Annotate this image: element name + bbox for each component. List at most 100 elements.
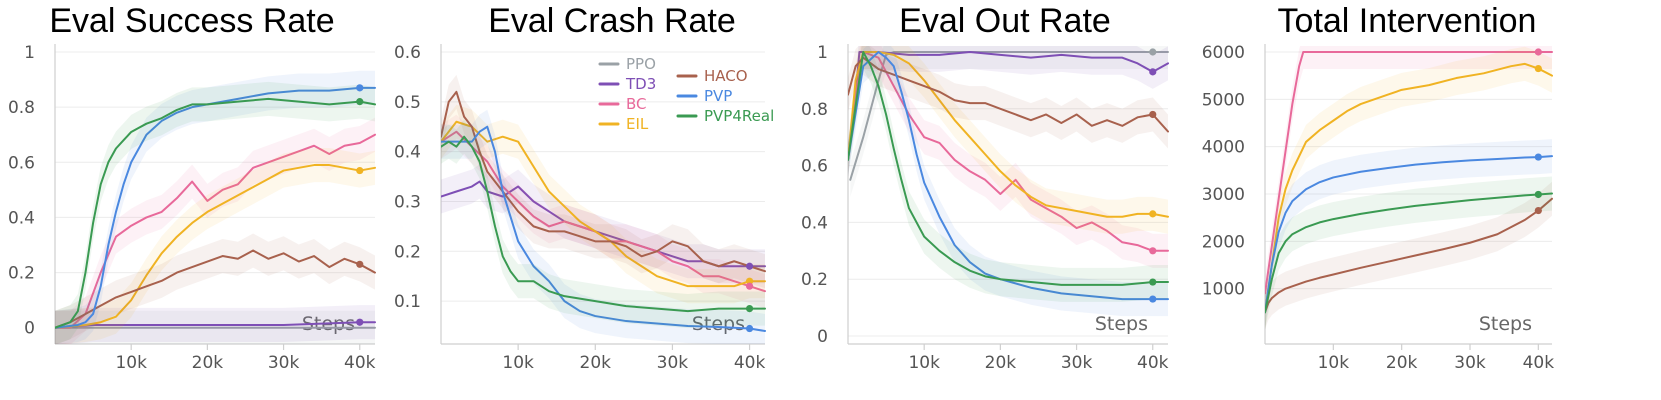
chart-eval-success-rate: Eval Success Rate 0 0.2 0.4 0.6 0.8 1 10k 20k 30k…	[8, 2, 376, 373]
series-line-haco	[1265, 197, 1553, 314]
x-tick-label: 20k	[580, 353, 612, 373]
end-marker-td3	[745, 262, 754, 270]
end-marker-pvp	[1149, 295, 1157, 303]
x-axis-label: Steps	[1095, 313, 1148, 335]
series-line-bc	[1265, 51, 1553, 295]
end-marker-haco	[1149, 110, 1157, 119]
chart-title: Eval Out Rate	[899, 2, 1111, 40]
x-tick-label: 20k	[192, 353, 224, 373]
series-group	[441, 74, 766, 344]
end-marker-haco	[1534, 206, 1542, 215]
end-marker-td3	[356, 318, 364, 326]
chart-eval-crash-rate: Eval Crash Rate 0.1 0.2 0.3 0.4 0.5 0.6 10k 20k 3…	[394, 2, 766, 373]
y-tick-label: 2000	[1202, 232, 1245, 252]
y-tick-label: 5000	[1202, 90, 1245, 110]
y-tick-label: 1	[817, 43, 828, 63]
series-band-eil	[441, 104, 765, 304]
series-band-td3	[441, 164, 765, 284]
series-line-pvp4real	[55, 97, 376, 329]
x-tick-label: 10k	[908, 353, 940, 373]
series-line-eil	[441, 120, 766, 288]
end-marker-pvp4real	[356, 98, 364, 106]
legend-item-pvp: PVP	[676, 87, 732, 105]
legend-label: TD3	[625, 75, 656, 93]
series-band-pvp4real	[55, 81, 375, 344]
end-marker-pvp4real	[745, 304, 754, 313]
y-tick-label: 0	[817, 327, 828, 347]
x-tick-label: 10k	[1318, 353, 1350, 373]
x-tick-label: 20k	[1386, 353, 1418, 373]
y-tick-label: 1000	[1202, 280, 1245, 300]
end-marker-pvp	[1534, 153, 1542, 161]
end-marker-pvp4real	[1149, 278, 1157, 286]
end-marker-eil	[745, 277, 754, 285]
y-tick-label: 0.3	[394, 192, 421, 212]
end-marker-bc	[745, 282, 754, 290]
y-tick-label: 0.4	[394, 143, 421, 163]
end-marker-haco	[356, 260, 364, 268]
legend-label: PVP	[704, 87, 732, 105]
end-marker-eil	[356, 166, 364, 175]
series-band-bc	[441, 114, 765, 309]
y-tick-label: 0.2	[8, 264, 35, 284]
x-tick-label: 30k	[1061, 353, 1093, 373]
legend-item-ppo: PPO	[598, 55, 656, 73]
series-band-haco	[441, 74, 765, 289]
x-tick-label: 10k	[502, 353, 534, 373]
legend-label: PVP4Real	[704, 107, 774, 125]
legend-item-bc: BC	[598, 95, 647, 113]
series-line-ppo	[849, 51, 1169, 181]
legend-item-eil: EIL	[598, 115, 649, 133]
end-marker-eil	[1534, 64, 1542, 73]
series-band-haco	[55, 233, 375, 344]
end-marker-eil	[1149, 210, 1157, 218]
x-tick-label: 20k	[985, 353, 1017, 373]
y-tick-label: 0.4	[8, 208, 35, 228]
chart-title: Total Intervention	[1278, 2, 1537, 40]
y-tick-label: 0.8	[801, 100, 828, 120]
series-group	[1265, 46, 1553, 330]
series-line-pvp	[441, 125, 766, 333]
legend-item-td3: TD3	[598, 75, 656, 93]
x-axis-label: Steps	[692, 313, 745, 335]
y-tick-label: 0.1	[394, 292, 421, 312]
y-tick-label: 6000	[1202, 43, 1245, 63]
series-line-pvp4real	[848, 51, 1169, 286]
end-marker-bc	[1534, 48, 1542, 56]
y-tick-label: 0.8	[8, 98, 35, 118]
y-tick-label: 0.2	[394, 242, 421, 262]
end-marker-pvp4real	[1534, 190, 1542, 199]
series-line-eil	[848, 51, 1169, 218]
x-tick-label: 40k	[344, 353, 376, 373]
series-line-pvp4real	[441, 135, 766, 313]
end-marker-pvp	[356, 84, 364, 92]
legend-label: EIL	[626, 115, 649, 133]
series-band-haco	[1265, 181, 1552, 330]
y-tick-label: 0.4	[801, 213, 828, 233]
legend: PPO TD3 BC EIL HACO PVP PVP4Real	[598, 55, 774, 133]
x-axis-label: Steps	[1479, 313, 1532, 335]
series-band-pvp4real	[441, 119, 765, 329]
legend-item-pvp4real: PVP4Real	[676, 107, 774, 125]
x-tick-label: 30k	[268, 353, 300, 373]
series-line-pvp4real	[1265, 192, 1553, 314]
end-marker-bc	[1149, 247, 1157, 255]
charts-group: Eval Success Rate 0 0.2 0.4 0.6 0.8 1 10k 20k 30k…	[8, 2, 1554, 373]
series-line-haco	[441, 90, 766, 273]
chart-title: Eval Success Rate	[49, 2, 334, 40]
series-line-bc	[55, 133, 376, 329]
series-line-eil	[55, 164, 376, 329]
y-tick-label: 0.6	[394, 43, 421, 63]
chart-total-intervention: Total Intervention 1000 2000 3000 4000 5000 60…	[1202, 2, 1554, 373]
x-tick-label: 40k	[1137, 353, 1169, 373]
series-line-haco	[55, 249, 376, 329]
series-group	[848, 46, 1169, 317]
series-band-pvp	[441, 109, 765, 344]
y-tick-label: 3000	[1202, 185, 1245, 205]
y-tick-label: 1	[24, 43, 35, 63]
legend-label: BC	[626, 95, 647, 113]
series-band-pvp	[55, 70, 375, 344]
end-marker-pvp	[745, 324, 754, 333]
series-line-td3	[848, 51, 1169, 161]
